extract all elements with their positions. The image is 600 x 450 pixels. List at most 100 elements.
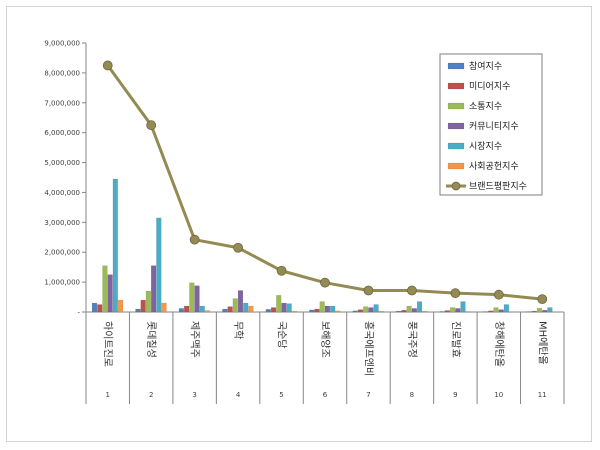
bar-4-2 (150, 265, 157, 313)
category-number: 2 (149, 391, 153, 399)
bar-5-11 (547, 307, 553, 313)
bar-5-4 (243, 302, 249, 313)
category-label: 진로발효 (449, 321, 461, 358)
line-point-9 (450, 288, 461, 299)
y-tick-label: 7,000,000 (44, 99, 80, 107)
bar-6-2 (161, 302, 167, 313)
category-number: 7 (366, 391, 370, 399)
line-point-5 (276, 265, 287, 276)
bar-3-9 (449, 307, 456, 313)
category-number: 9 (453, 391, 457, 399)
bar-4-10 (498, 309, 504, 313)
line-point-2 (146, 120, 157, 131)
bar-1-8 (396, 310, 402, 313)
bar-2-10 (488, 310, 494, 313)
bar-6-11 (552, 311, 558, 313)
bar-5-7 (373, 304, 379, 313)
line-point-3 (189, 234, 200, 245)
bar-2-9 (444, 310, 450, 313)
bar-4-4 (237, 290, 244, 313)
bar-4-5 (281, 302, 287, 313)
legend-swatch (447, 62, 465, 70)
category-number: 11 (538, 391, 547, 399)
bar-5-9 (460, 301, 466, 313)
bar-1-7 (352, 310, 358, 313)
bar-3-3 (189, 282, 195, 313)
bar-1-2 (135, 308, 141, 313)
bar-2-11 (531, 310, 537, 313)
bar-6-4 (248, 305, 254, 313)
bar-2-7 (357, 309, 364, 313)
legend-swatch (447, 142, 465, 150)
bar-3-2 (145, 290, 151, 313)
bar-3-1 (102, 265, 108, 313)
category-label: MH에탄올 (536, 321, 548, 365)
category-number: 8 (410, 391, 414, 399)
bar-6-6 (335, 310, 341, 313)
y-tick-label: 5,000,000 (44, 159, 80, 167)
legend-swatch (447, 162, 465, 170)
bar-3-4 (232, 298, 238, 313)
bar-5-6 (330, 305, 336, 313)
bar-5-2 (156, 217, 162, 313)
category-label: 무학 (232, 321, 244, 339)
legend-label: 커뮤니티지수 (469, 121, 519, 132)
category-label: 제주맥주 (189, 321, 201, 358)
bar-2-1 (97, 304, 103, 313)
bar-3-11 (536, 307, 543, 313)
legend-swatch (447, 122, 465, 130)
bar-3-5 (276, 295, 282, 313)
bar-5-3 (199, 305, 205, 313)
bar-4-6 (324, 305, 331, 313)
category-number: 5 (279, 391, 283, 399)
line-point-11 (537, 294, 548, 305)
category-number: 6 (323, 391, 328, 399)
bar-3-7 (363, 306, 369, 313)
legend-label: 브랜드평판지수 (469, 181, 527, 192)
bar-3-8 (406, 305, 412, 313)
bar-1-1 (91, 302, 98, 313)
legend-marker (451, 181, 461, 191)
y-tick-label: 9,000,000 (44, 40, 80, 48)
bar-4-7 (368, 307, 374, 313)
bar-6-7 (378, 310, 384, 313)
bar-5-5 (286, 303, 292, 313)
bar-4-3 (194, 285, 200, 313)
category-label: 국순당 (276, 321, 288, 349)
bar-6-5 (291, 310, 297, 313)
bar-3-10 (493, 307, 499, 313)
legend-label: 사회공헌지수 (469, 161, 519, 172)
bar-6-10 (509, 311, 515, 313)
legend-label: 참여지수 (469, 60, 502, 72)
bar-1-11 (526, 311, 532, 313)
category-number: 3 (192, 391, 196, 399)
line-point-7 (363, 285, 374, 296)
line-point-6 (320, 277, 330, 288)
bar-6-3 (204, 310, 211, 313)
legend-label: 미디어지수 (469, 81, 510, 92)
category-number: 10 (494, 391, 503, 399)
line-point-1 (102, 60, 113, 71)
bar-2-8 (401, 310, 407, 313)
category-number: 4 (236, 391, 241, 399)
bar-4-8 (411, 308, 417, 313)
y-tick-label: 1,000,000 (44, 279, 80, 287)
category-label: 롯데칠성 (145, 321, 157, 358)
y-tick-label: 6,000,000 (44, 129, 80, 137)
bar-1-10 (482, 311, 489, 313)
bar-1-4 (222, 308, 228, 313)
bar-6-8 (422, 310, 428, 313)
legend-label: 소통지수 (469, 101, 502, 112)
legend-label: 시장지수 (469, 141, 502, 152)
y-tick-label: 8,000,000 (44, 69, 80, 77)
bar-2-3 (184, 305, 190, 313)
bar-2-2 (140, 299, 146, 313)
bar-5-8 (416, 301, 423, 313)
bar-1-6 (309, 309, 315, 313)
bar-4-11 (542, 310, 548, 313)
y-tick-label: 4,000,000 (44, 189, 80, 197)
y-tick-label: - (77, 309, 80, 317)
bar-4-9 (455, 308, 461, 313)
chart-frame: - 1,000,000 2,000,000 3,000,000 4,000,000 5,0… (6, 6, 592, 442)
bar-2-5 (270, 307, 277, 313)
